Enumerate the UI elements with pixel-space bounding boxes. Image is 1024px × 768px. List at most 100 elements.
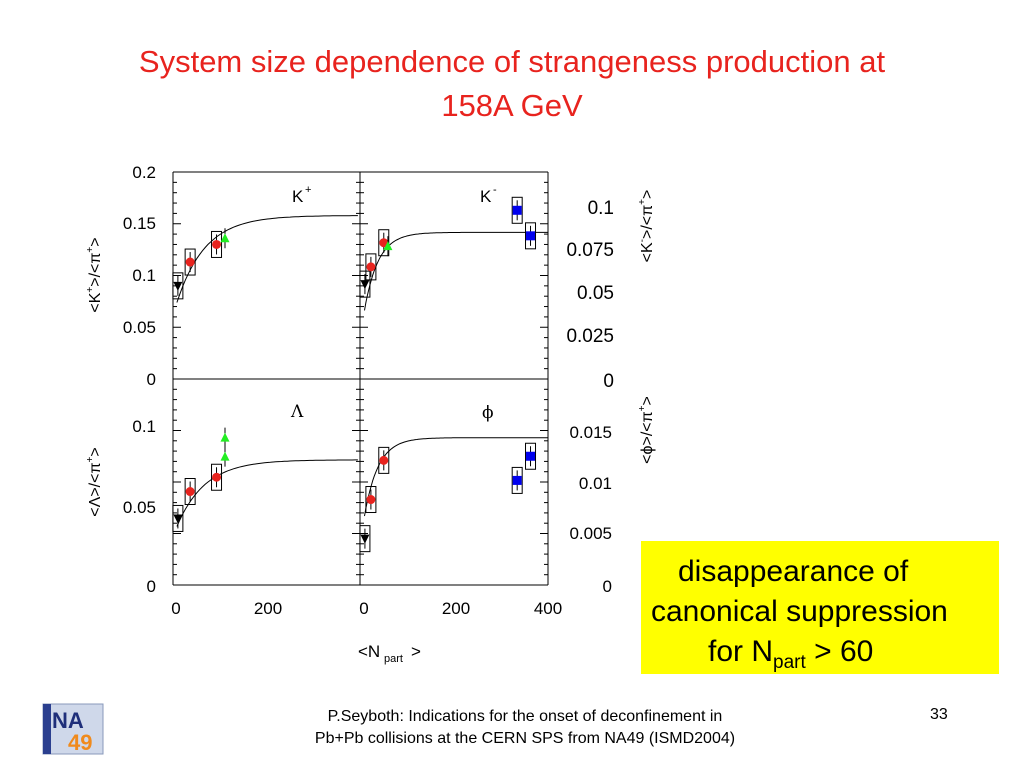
data-point-circle (185, 487, 195, 497)
syst-error-box (525, 442, 537, 470)
panel-top-right (359, 181, 548, 370)
ytick-tr-0: 0 (603, 371, 614, 392)
fit-curve (364, 231, 548, 311)
data-point-circle (379, 455, 389, 465)
data-point-circle (366, 495, 376, 505)
data-point-triangle-down (360, 534, 370, 544)
y-axis-titles: <K+>/<π+> <Λ>/<π+> <K->/<π+> <ϕ>/<π+> (85, 190, 656, 517)
syst-error-box (184, 478, 196, 506)
syst-error-box (511, 196, 523, 224)
data-point-square (512, 475, 522, 485)
panel-bottom-left (172, 388, 523, 576)
syst-error-box (365, 253, 377, 281)
data-point-triangle-up (220, 233, 230, 243)
data-point-square (512, 205, 522, 215)
data-point-triangle-up (383, 241, 393, 251)
panel-label-kplus-sup: + (305, 184, 311, 196)
syst-error-box (211, 230, 223, 258)
ytick-tl-0.05: 0.05 (123, 318, 156, 337)
ytick-tl-0.1: 0.1 (132, 266, 156, 285)
plot-frames (172, 171, 549, 586)
panel-label-kplus: K (292, 187, 304, 206)
panel-label-lambda: Λ (290, 402, 304, 422)
panel-label-phi: ϕ (482, 403, 494, 423)
ytick-tr-0.05: 0.05 (577, 283, 614, 304)
xtick-l-200: 200 (254, 599, 282, 618)
syst-error-box (184, 248, 196, 276)
ylabel-kminus: <K->/<π+> (637, 190, 656, 263)
data-point-triangle-down (360, 280, 370, 290)
xtick-r-0: 0 (359, 599, 368, 618)
callout-line-3-prefix: for N (708, 635, 774, 668)
ytick-br-0.005: 0.005 (569, 524, 612, 543)
syst-error-box (172, 272, 184, 300)
fit-curve (176, 215, 358, 303)
footer: P.Seyboth: Indications for the onset of … (190, 706, 860, 750)
x-axis-title-sub: part (384, 653, 403, 665)
callout-line-3-suffix: > 60 (805, 635, 874, 668)
data-point-triangle-up (220, 451, 230, 461)
ytick-tl-0.15: 0.15 (123, 214, 156, 233)
title-line-2: 158A GeV (441, 88, 583, 123)
ytick-tr-0.075: 0.075 (566, 240, 614, 261)
ytick-bl-0: 0 (147, 577, 156, 596)
panel-top-left (172, 181, 523, 370)
ytick-br-0.01: 0.01 (579, 474, 612, 493)
ytick-tr-0.025: 0.025 (566, 326, 614, 347)
title-line-1: System size dependence of strangeness pr… (138, 44, 886, 79)
panels (172, 181, 548, 576)
syst-error-box (365, 486, 377, 514)
fit-curve (364, 437, 548, 517)
fit-curve (176, 459, 358, 527)
ytick-br-0: 0 (603, 577, 612, 596)
callout-line-1: disappearance of (678, 555, 909, 588)
ytick-br-0.015: 0.015 (569, 423, 612, 442)
syst-error-box (359, 525, 371, 553)
left-y-ticks: 0.2 0.15 0.1 0.05 0 0.1 0.05 0 (123, 163, 156, 596)
data-point-square (526, 231, 536, 241)
syst-error-box (378, 446, 390, 474)
callout-box: disappearance of canonical suppression f… (641, 541, 999, 674)
x-axis-title-end: > (411, 642, 421, 661)
data-point-square (526, 451, 536, 461)
xtick-r-400: 400 (534, 599, 562, 618)
data-point-triangle-down (173, 281, 183, 291)
slide-title: System size dependence of strangeness pr… (0, 40, 1024, 128)
footer-line-2: Pb+Pb collisions at the CERN SPS from NA… (314, 730, 736, 747)
callout-line-3-sub: part (773, 652, 806, 673)
data-point-triangle-up (220, 432, 230, 442)
logo-text-top: NA (52, 708, 84, 733)
data-point-circle (366, 262, 376, 272)
syst-error-box (378, 229, 390, 257)
logo-text-bottom: 49 (68, 730, 92, 755)
syst-error-box (359, 270, 371, 298)
ytick-tl-0.2: 0.2 (132, 163, 156, 182)
syst-error-box (525, 222, 537, 250)
xtick-r-200: 200 (442, 599, 470, 618)
footer-line-1: P.Seyboth: Indications for the onset of … (327, 708, 723, 725)
xtick-l-0: 0 (171, 599, 180, 618)
syst-error-box (211, 463, 223, 491)
ylabel-lambda: <Λ>/<π+> (85, 447, 104, 516)
ylabel-kplus: <K+>/<π+> (85, 237, 104, 312)
syst-error-box (172, 504, 184, 532)
panel-label-kminus: K (480, 187, 492, 206)
callout-line-3: for Npart > 60 (708, 631, 873, 684)
data-point-circle (185, 257, 195, 267)
ytick-bl-0.05: 0.05 (123, 498, 156, 517)
data-point-circle (212, 239, 222, 249)
slide-number: 33 (930, 706, 948, 723)
panel-bottom-right (359, 388, 548, 576)
na49-logo: NA 49 (38, 700, 108, 756)
ytick-bl-0.1: 0.1 (132, 417, 156, 436)
x-axis-title: <N (358, 642, 380, 661)
data-point-circle (212, 472, 222, 482)
data-point-triangle-down (173, 514, 183, 524)
x-ticks: 0 200 0 200 400 (171, 599, 562, 618)
ytick-tr-0.1: 0.1 (588, 198, 614, 219)
ytick-tl-0: 0 (147, 370, 156, 389)
ylabel-phi: <ϕ>/<π+> (637, 396, 656, 464)
right-y-ticks: 0.1 0.075 0.05 0.025 0 0.015 0.01 0.005 … (566, 198, 614, 596)
syst-error-box (511, 466, 523, 494)
